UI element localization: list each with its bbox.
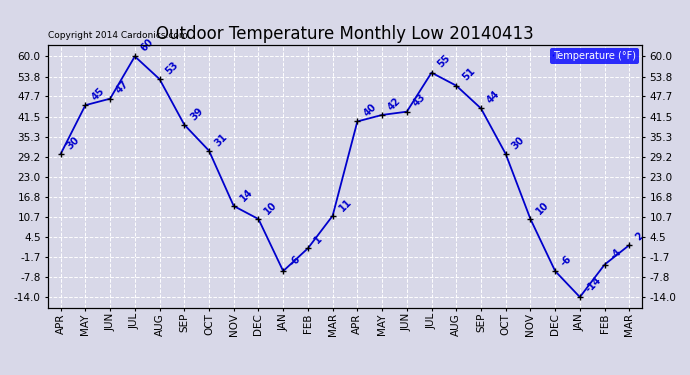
Text: 47: 47 [115,79,131,96]
Text: -14: -14 [584,275,604,294]
Text: 42: 42 [386,96,403,112]
Text: 31: 31 [213,131,230,148]
Text: 39: 39 [188,105,205,122]
Text: -6: -6 [560,254,574,268]
Text: 53: 53 [164,60,180,76]
Text: 1: 1 [312,234,324,246]
Text: 10: 10 [263,200,279,216]
Title: Outdoor Temperature Monthly Low 20140413: Outdoor Temperature Monthly Low 20140413 [156,26,534,44]
Text: 10: 10 [535,200,551,216]
Text: 2: 2 [633,230,645,242]
Legend: Temperature (°F): Temperature (°F) [550,48,639,64]
Text: 51: 51 [460,66,477,83]
Text: 45: 45 [90,86,106,102]
Text: 43: 43 [411,92,428,109]
Text: 60: 60 [139,37,156,54]
Text: 40: 40 [362,102,378,118]
Text: 11: 11 [337,196,353,213]
Text: Copyright 2014 Cardonics.com: Copyright 2014 Cardonics.com [48,31,188,40]
Text: 30: 30 [65,135,81,151]
Text: 14: 14 [238,187,255,203]
Text: 55: 55 [435,53,453,70]
Text: -4: -4 [609,247,624,262]
Text: 44: 44 [485,89,502,106]
Text: 30: 30 [510,135,526,151]
Text: -6: -6 [287,254,302,268]
